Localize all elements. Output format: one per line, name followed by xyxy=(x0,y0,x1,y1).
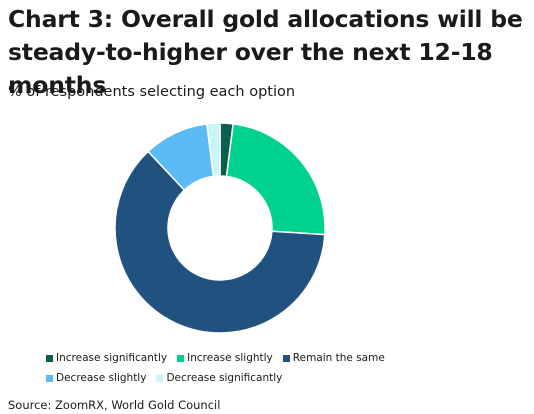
chart-title: Chart 3: Overall gold allocations will b… xyxy=(8,5,523,99)
legend-row-2: Decrease slightly Decrease significantly xyxy=(46,368,516,388)
legend-label: Increase slightly xyxy=(187,352,273,364)
legend-label: Decrease slightly xyxy=(56,372,147,384)
legend-row-1: Increase significantly Increase slightly… xyxy=(46,348,516,368)
legend-swatch xyxy=(156,374,164,382)
legend-item-decrease-significantly: Decrease significantly xyxy=(156,372,282,384)
slice-decrease-significantly xyxy=(206,122,221,178)
legend-swatch xyxy=(282,354,290,362)
legend-label: Remain the same xyxy=(292,352,385,364)
chart-subtitle: % of respondents selecting each option xyxy=(8,84,296,100)
legend-swatch xyxy=(46,354,53,362)
legend-label: Increase significantly xyxy=(56,352,168,364)
slice-increase-slightly xyxy=(225,122,326,236)
legend-item-remain-the-same: Remain the same xyxy=(282,352,385,364)
legend-item-increase-significantly: Increase significantly xyxy=(46,352,167,364)
legend-swatch xyxy=(177,354,185,362)
legend-item-increase-slightly: Increase slightly xyxy=(177,352,273,364)
legend-swatch xyxy=(46,374,53,382)
chart-legend: Increase significantly Increase slightly… xyxy=(46,348,516,388)
legend-item-decrease-slightly: Decrease slightly xyxy=(46,372,146,384)
legend-label: Decrease significantly xyxy=(166,372,283,384)
chart-source: Source: ZoomRX, World Gold Council xyxy=(8,398,221,412)
slice-remain-the-same xyxy=(114,150,326,334)
